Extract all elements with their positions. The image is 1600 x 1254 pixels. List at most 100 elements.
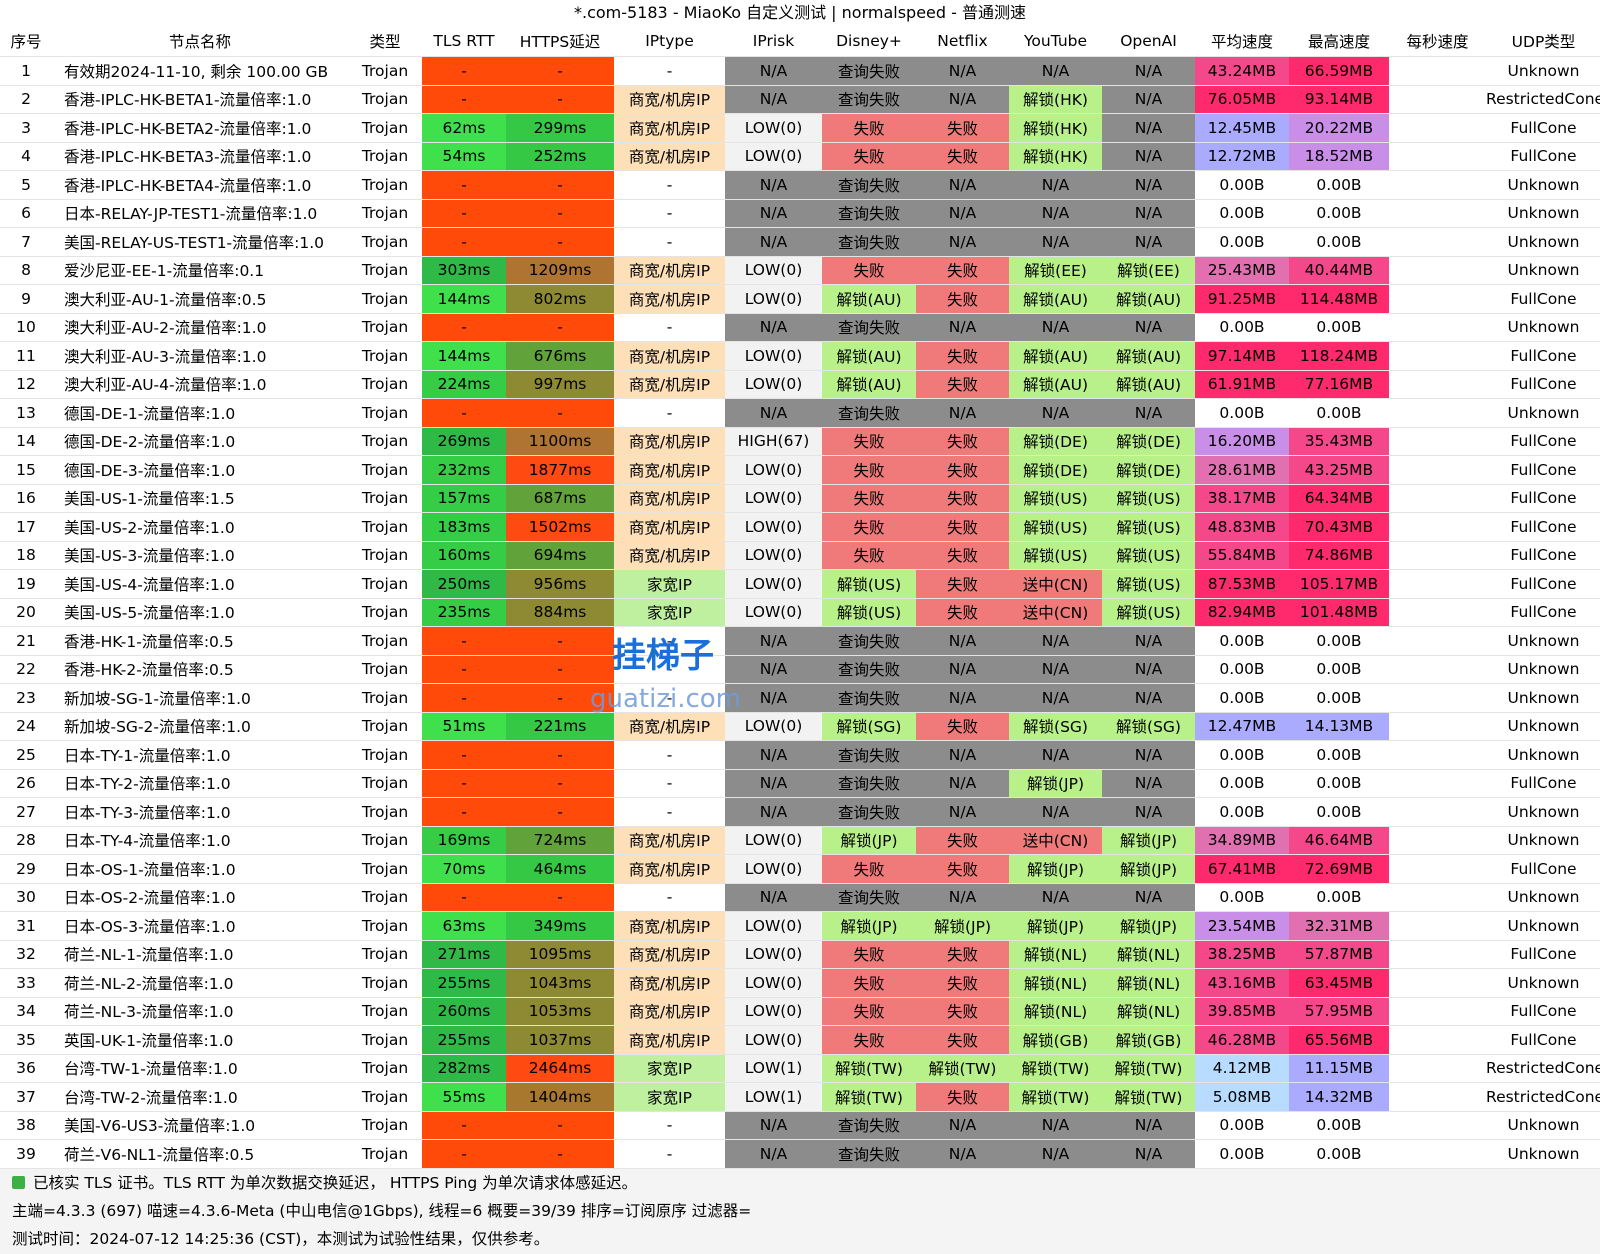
node-name: 香港-IPLC-HK-BETA4-流量倍率:1.0 (52, 170, 348, 200)
ip-type: 商宽/机房IP (614, 968, 725, 998)
node-name: 英国-UK-1-流量倍率:1.0 (52, 1025, 348, 1055)
speed-graph (1389, 712, 1486, 741)
https-delay: 1100ms (506, 427, 614, 456)
udp-type: Unknown (1486, 227, 1600, 257)
protocol: Trojan (348, 911, 422, 941)
protocol: Trojan (348, 1025, 422, 1055)
avg-speed: 43.16MB (1195, 968, 1289, 998)
https-delay: - (506, 56, 614, 86)
tls-rtt: 54ms (422, 142, 506, 171)
speed-graph (1389, 1111, 1486, 1140)
openai: N/A (1102, 683, 1195, 713)
node-name: 澳大利亚-AU-1-流量倍率:0.5 (52, 284, 348, 314)
disney: 失败 (822, 142, 916, 171)
youtube: N/A (1009, 740, 1102, 770)
tls-rtt: 157ms (422, 484, 506, 513)
udp-type: FullCone (1486, 541, 1600, 570)
avg-speed: 0.00B (1195, 1111, 1289, 1140)
openai: 解锁(NL) (1102, 997, 1195, 1026)
udp-type: Unknown (1486, 655, 1600, 684)
node-name: 美国-US-1-流量倍率:1.5 (52, 484, 348, 513)
youtube: N/A (1009, 1139, 1102, 1169)
https-delay: 956ms (506, 569, 614, 599)
table-row: 7 美国-RELAY-US-TEST1-流量倍率:1.0 Trojan - - - N/A 查… (0, 227, 1600, 257)
max-speed: 0.00B (1289, 313, 1389, 342)
max-speed: 70.43MB (1289, 512, 1389, 542)
table-row: 28 日本-TY-4-流量倍率:1.0 Trojan 169ms 724ms 商宽/机房I… (0, 826, 1600, 855)
disney: 查询失败 (822, 740, 916, 770)
index: 25 (0, 740, 52, 770)
https-delay: - (506, 170, 614, 200)
max-speed: 0.00B (1289, 398, 1389, 428)
netflix: 失败 (916, 997, 1009, 1026)
node-name: 德国-DE-1-流量倍率:1.0 (52, 398, 348, 428)
https-delay: - (506, 227, 614, 257)
openai: N/A (1102, 56, 1195, 86)
index: 18 (0, 541, 52, 570)
ip-type: 商宽/机房IP (614, 256, 725, 285)
youtube: 解锁(DE) (1009, 427, 1102, 456)
avg-speed: 76.05MB (1195, 85, 1289, 114)
column-header: 节点名称 (52, 26, 348, 57)
node-name: 澳大利亚-AU-2-流量倍率:1.0 (52, 313, 348, 342)
udp-type: FullCone (1486, 997, 1600, 1026)
youtube: 解锁(TW) (1009, 1054, 1102, 1083)
table-row: 22 香港-HK-2-流量倍率:0.5 Trojan - - - N/A 查询失败 N/A N/A… (0, 655, 1600, 684)
openai: 解锁(GB) (1102, 1025, 1195, 1055)
footer-line: 主端=4.3.3 (697) 喵速=4.3.6-Meta (中山电信@1Gbps… (12, 1201, 752, 1220)
table-row: 15 德国-DE-3-流量倍率:1.0 Trojan 232ms 1877ms 商宽/机房… (0, 455, 1600, 485)
ip-risk: N/A (725, 769, 822, 798)
tls-rtt: - (422, 769, 506, 798)
index: 7 (0, 227, 52, 257)
udp-type: FullCone (1486, 113, 1600, 143)
openai: 解锁(TW) (1102, 1054, 1195, 1083)
udp-type: Unknown (1486, 170, 1600, 200)
index: 30 (0, 883, 52, 912)
table-row: 14 德国-DE-2-流量倍率:1.0 Trojan 269ms 1100ms 商宽/机房… (0, 427, 1600, 456)
avg-speed: 12.47MB (1195, 712, 1289, 741)
index: 10 (0, 313, 52, 342)
avg-speed: 39.85MB (1195, 997, 1289, 1026)
column-header: 序号 (0, 26, 52, 57)
openai: N/A (1102, 655, 1195, 684)
youtube: 解锁(NL) (1009, 997, 1102, 1026)
ip-risk: LOW(0) (725, 541, 822, 570)
ip-risk: LOW(0) (725, 712, 822, 741)
table-row: 21 香港-HK-1-流量倍率:0.5 Trojan - - - N/A 查询失败 N/A N/A… (0, 626, 1600, 656)
tls-rtt: 269ms (422, 427, 506, 456)
disney: 查询失败 (822, 626, 916, 656)
openai: 解锁(JP) (1102, 854, 1195, 884)
https-delay: 252ms (506, 142, 614, 171)
node-name: 爱沙尼亚-EE-1-流量倍率:0.1 (52, 256, 348, 285)
table-row: 5 香港-IPLC-HK-BETA4-流量倍率:1.0 Trojan - - - N/A 查询… (0, 170, 1600, 200)
disney: 解锁(US) (822, 598, 916, 627)
https-delay: 1095ms (506, 940, 614, 969)
ip-risk: LOW(0) (725, 968, 822, 998)
disney: 解锁(AU) (822, 370, 916, 399)
avg-speed: 5.08MB (1195, 1082, 1289, 1112)
youtube: 解锁(HK) (1009, 113, 1102, 143)
ip-risk: N/A (725, 85, 822, 114)
table-row: 20 美国-US-5-流量倍率:1.0 Trojan 235ms 884ms 家宽IP LO… (0, 598, 1600, 627)
ip-type: 商宽/机房IP (614, 854, 725, 884)
ip-type: 家宽IP (614, 1082, 725, 1112)
udp-type: Unknown (1486, 826, 1600, 855)
protocol: Trojan (348, 56, 422, 86)
index: 35 (0, 1025, 52, 1055)
max-speed: 93.14MB (1289, 85, 1389, 114)
tls-rtt: - (422, 56, 506, 86)
udp-type: FullCone (1486, 569, 1600, 599)
index: 16 (0, 484, 52, 513)
https-delay: 694ms (506, 541, 614, 570)
tls-rtt: 232ms (422, 455, 506, 485)
avg-speed: 0.00B (1195, 227, 1289, 257)
udp-type: Unknown (1486, 199, 1600, 228)
max-speed: 18.52MB (1289, 142, 1389, 171)
openai: N/A (1102, 170, 1195, 200)
ip-type: - (614, 199, 725, 228)
ip-risk: LOW(0) (725, 911, 822, 941)
openai: 解锁(EE) (1102, 256, 1195, 285)
table-row: 33 荷兰-NL-2-流量倍率:1.0 Trojan 255ms 1043ms 商宽/机房… (0, 968, 1600, 998)
max-speed: 14.32MB (1289, 1082, 1389, 1112)
protocol: Trojan (348, 626, 422, 656)
